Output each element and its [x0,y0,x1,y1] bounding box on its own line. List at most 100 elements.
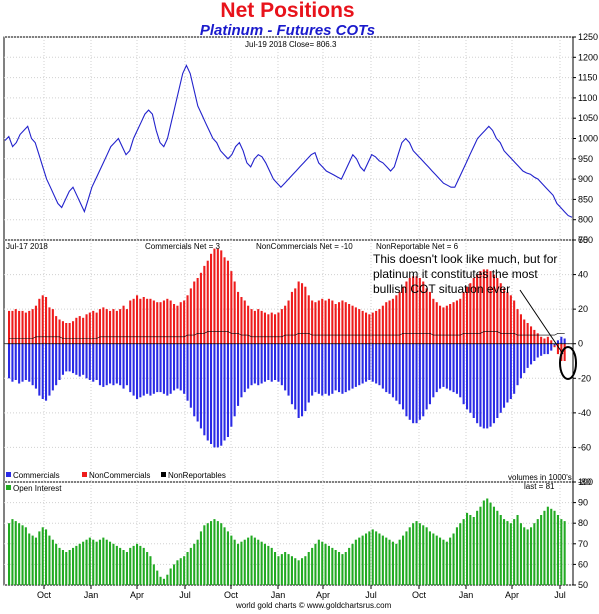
open-interest-bar [267,545,270,585]
price-y-tick-label: 1050 [578,113,598,123]
commercials-bar [78,343,81,377]
commercials-bar [267,343,270,380]
footer-credit: world gold charts © www.goldchartsrus.co… [235,601,392,610]
open-interest-bar [237,543,240,585]
commercials-bar [466,343,469,410]
commercials-bar [405,343,408,417]
commercials-bar [290,343,293,405]
open-interest-layer [8,498,566,585]
open-interest-bar [290,556,293,585]
open-interest-bar [270,547,273,585]
commercials-bar [546,343,549,355]
open-interest-bar [105,539,108,585]
commercials-bar [102,343,105,387]
noncommercials-bar [68,323,71,344]
open-interest-bar [439,537,442,585]
noncommercials-bar [381,305,384,344]
open-interest-bar [45,529,48,585]
commercials-bar [257,343,260,386]
noncommercials-bar [61,321,64,344]
noncommercials-bar [358,309,361,344]
price-line [4,64,573,218]
noncommercials-bar [159,302,162,344]
open-interest-bar [422,525,425,585]
commercials-bar [422,343,425,417]
open-interest-bar [119,547,122,585]
open-interest-bar [519,523,522,585]
open-interest-bar [428,531,431,585]
commercials-bar [459,343,462,398]
open-interest-bar [95,541,98,585]
noncommercials-bar [132,298,135,344]
open-interest-bar [513,519,516,585]
noncommercials-bar [503,288,506,344]
commercials-bar [381,343,384,389]
noncommercials-bar [338,302,341,344]
noncommercials-bar [122,305,125,344]
commercials-bar [139,343,142,398]
open-interest-bar [132,545,135,585]
commercials-bar [146,343,149,394]
commercials-bar [526,343,529,368]
commercials-bar [206,343,209,441]
noncommercials-bar [210,253,213,344]
noncommercials-bar [543,338,546,344]
noncommercials-bar [95,312,98,344]
commercials-bar [112,343,115,386]
noncommercials-bar [435,302,438,344]
open-interest-bar [250,535,253,585]
open-interest-bar [61,550,64,585]
open-interest-bar [189,547,192,585]
noncommercials-bar [536,333,539,344]
noncommercials-bar [119,309,122,344]
commercials-bar [418,343,421,420]
commercials-bar [122,343,125,389]
open-interest-bar [284,552,287,585]
net-y-tick-label: 20 [578,304,588,314]
open-interest-bar [8,523,11,585]
noncommercials-bar [233,281,236,344]
open-interest-bar [344,552,347,585]
open-interest-bar [391,541,394,585]
noncommercials-bar [176,305,179,344]
commercials-bar [72,343,75,374]
noncommercials-bar [280,309,283,344]
x-tick-label: Oct [412,590,427,600]
price-y-tick-label: 900 [578,174,593,184]
open-interest-bar [327,545,330,585]
noncommercials-bar [129,300,132,344]
annotation-line-1: This doesn't look like much, but for [373,252,557,266]
noncommercials-bar [72,321,75,344]
noncommercials-bar [78,316,81,344]
noncommercials-bar [189,288,192,344]
commercials-bar [28,343,31,382]
noncommercials-bar [203,265,206,344]
noncommercials-bar [459,298,462,344]
price-y-tick-label: 1200 [578,52,598,62]
open-interest-bar [556,515,559,585]
open-interest-bar [550,508,553,585]
commercials-bar [68,343,71,372]
open-interest-bar [486,498,489,585]
commercials-bar [472,343,475,418]
open-interest-bar [496,510,499,585]
noncommercials-bar [21,310,24,344]
x-tick-label: Apr [316,590,330,600]
open-interest-bar [102,537,105,585]
open-interest-bar [533,523,536,585]
noncommercials-bar [398,291,401,344]
commercials-bar [371,343,374,382]
price-y-tick-label: 1150 [578,73,597,83]
open-interest-bar [506,521,509,585]
noncommercials-bar [449,304,452,344]
commercials-bar [445,343,448,389]
commercials-bar [560,336,563,344]
open-interest-bar [301,558,304,585]
noncommercials-bar [105,309,108,344]
commercials-bar [402,343,405,410]
noncommercials-bar [348,304,351,344]
x-tick-label: Jul [365,590,377,600]
price-y-tick-label: 950 [578,154,593,164]
open-interest-bar [503,519,506,585]
commercials-bar [129,343,132,393]
